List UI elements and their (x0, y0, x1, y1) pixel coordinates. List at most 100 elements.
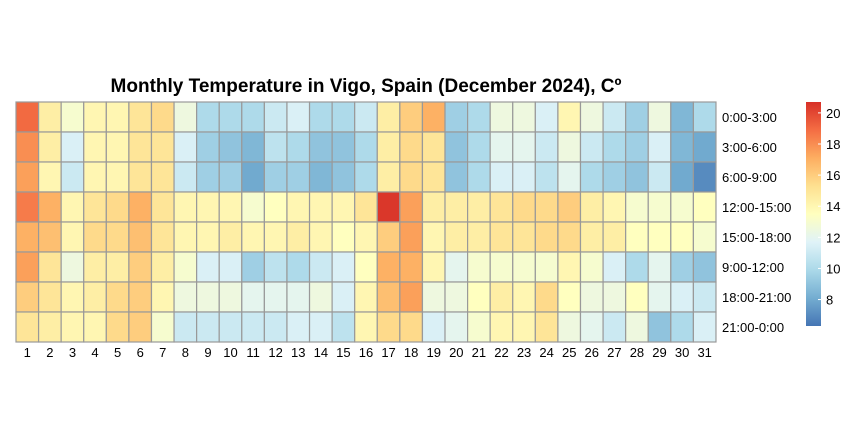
row-label: 3:00-6:00 (722, 140, 777, 155)
heatmap-cell (241, 221, 265, 253)
heatmap-cell (196, 311, 220, 343)
heatmap-cell (602, 131, 627, 163)
heatmap-cell (399, 101, 424, 133)
heatmap-cell (534, 101, 559, 133)
heatmap-cell (308, 191, 333, 223)
heatmap-cell (625, 251, 649, 283)
heatmap-cell (354, 161, 378, 193)
heatmap-cell (173, 101, 198, 133)
heatmap-cell (444, 191, 469, 223)
heatmap-cell (376, 191, 401, 223)
legend-tick-label: 10 (826, 261, 840, 276)
heatmap-cell (218, 101, 243, 133)
heatmap-cell (376, 101, 401, 133)
heatmap-cell (241, 191, 265, 223)
heatmap-cell (37, 281, 62, 313)
heatmap-cell (263, 281, 288, 313)
heatmap-cell (105, 131, 130, 163)
heatmap-cell (218, 251, 243, 283)
heatmap-cell (444, 281, 469, 313)
heatmap-cell (37, 191, 62, 223)
heatmap-cell (15, 131, 40, 163)
column-label: 29 (652, 345, 666, 360)
heatmap-cell (399, 191, 424, 223)
heatmap-cell (150, 101, 175, 133)
heatmap-cell (241, 101, 265, 133)
heatmap-cell (173, 251, 198, 283)
heatmap-cell (670, 101, 695, 133)
legend-tick-label: 14 (826, 199, 840, 214)
heatmap-cell (60, 161, 85, 193)
heatmap-cell (308, 311, 333, 343)
heatmap-cell (331, 221, 356, 253)
column-label: 10 (223, 345, 237, 360)
heatmap-cell (670, 221, 695, 253)
heatmap-cell (376, 161, 401, 193)
heatmap-cell (444, 221, 469, 253)
heatmap-cell (286, 101, 311, 133)
heatmap-cell (670, 311, 695, 343)
heatmap-cell (421, 251, 446, 283)
heatmap-cell (196, 281, 220, 313)
heatmap-cell (534, 161, 559, 193)
heatmap-cell (399, 161, 424, 193)
heatmap-cell (354, 311, 378, 343)
heatmap-cell (128, 191, 153, 223)
heatmap-cell (128, 281, 153, 313)
heatmap-cell (37, 311, 62, 343)
heatmap-cell (376, 251, 401, 283)
heatmap-cell (15, 161, 40, 193)
heatmap-cell (60, 131, 85, 163)
heatmap-cell (60, 281, 85, 313)
heatmap-cell (354, 191, 378, 223)
heatmap-cell (83, 131, 107, 163)
column-label: 8 (182, 345, 189, 360)
heatmap-cell (150, 281, 175, 313)
heatmap-cell (218, 131, 243, 163)
heatmap-cell (150, 221, 175, 253)
heatmap-cell (647, 281, 672, 313)
heatmap-cell (376, 221, 401, 253)
column-label: 18 (404, 345, 418, 360)
heatmap-cells (15, 101, 717, 343)
heatmap-cell (286, 191, 311, 223)
heatmap-cell (399, 251, 424, 283)
column-label: 27 (607, 345, 621, 360)
row-label: 0:00-3:00 (722, 110, 777, 125)
heatmap-cell (670, 281, 695, 313)
row-label: 21:00-0:00 (722, 320, 784, 335)
heatmap-cell (263, 161, 288, 193)
column-label: 23 (517, 345, 531, 360)
heatmap-cell (128, 101, 153, 133)
heatmap-cell (489, 221, 514, 253)
heatmap-cell (241, 251, 265, 283)
heatmap-cell (512, 101, 536, 133)
column-label: 11 (246, 345, 260, 360)
heatmap-cell (444, 161, 469, 193)
heatmap-cell (37, 131, 62, 163)
heatmap-cell (105, 251, 130, 283)
row-label: 6:00-9:00 (722, 170, 777, 185)
heatmap-cell (421, 101, 446, 133)
heatmap-cell (647, 161, 672, 193)
heatmap-cell (173, 221, 198, 253)
heatmap-cell (557, 251, 582, 283)
heatmap-cell (196, 251, 220, 283)
heatmap-cell (444, 251, 469, 283)
heatmap-cell (128, 221, 153, 253)
column-label: 24 (539, 345, 553, 360)
heatmap-cell (331, 161, 356, 193)
heatmap-cell (37, 221, 62, 253)
heatmap-cell (467, 191, 491, 223)
heatmap-cell (421, 281, 446, 313)
heatmap-cell (331, 191, 356, 223)
chart-title: Monthly Temperature in Vigo, Spain (Dece… (111, 76, 622, 97)
heatmap-cell (625, 101, 649, 133)
heatmap-cell (692, 101, 717, 133)
heatmap-cell (83, 221, 107, 253)
heatmap-cell (354, 131, 378, 163)
heatmap-cell (489, 131, 514, 163)
heatmap-cell (241, 131, 265, 163)
heatmap-cell (625, 311, 649, 343)
heatmap-cell (218, 161, 243, 193)
